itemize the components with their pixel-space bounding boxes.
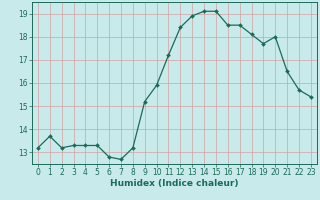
X-axis label: Humidex (Indice chaleur): Humidex (Indice chaleur) <box>110 179 239 188</box>
